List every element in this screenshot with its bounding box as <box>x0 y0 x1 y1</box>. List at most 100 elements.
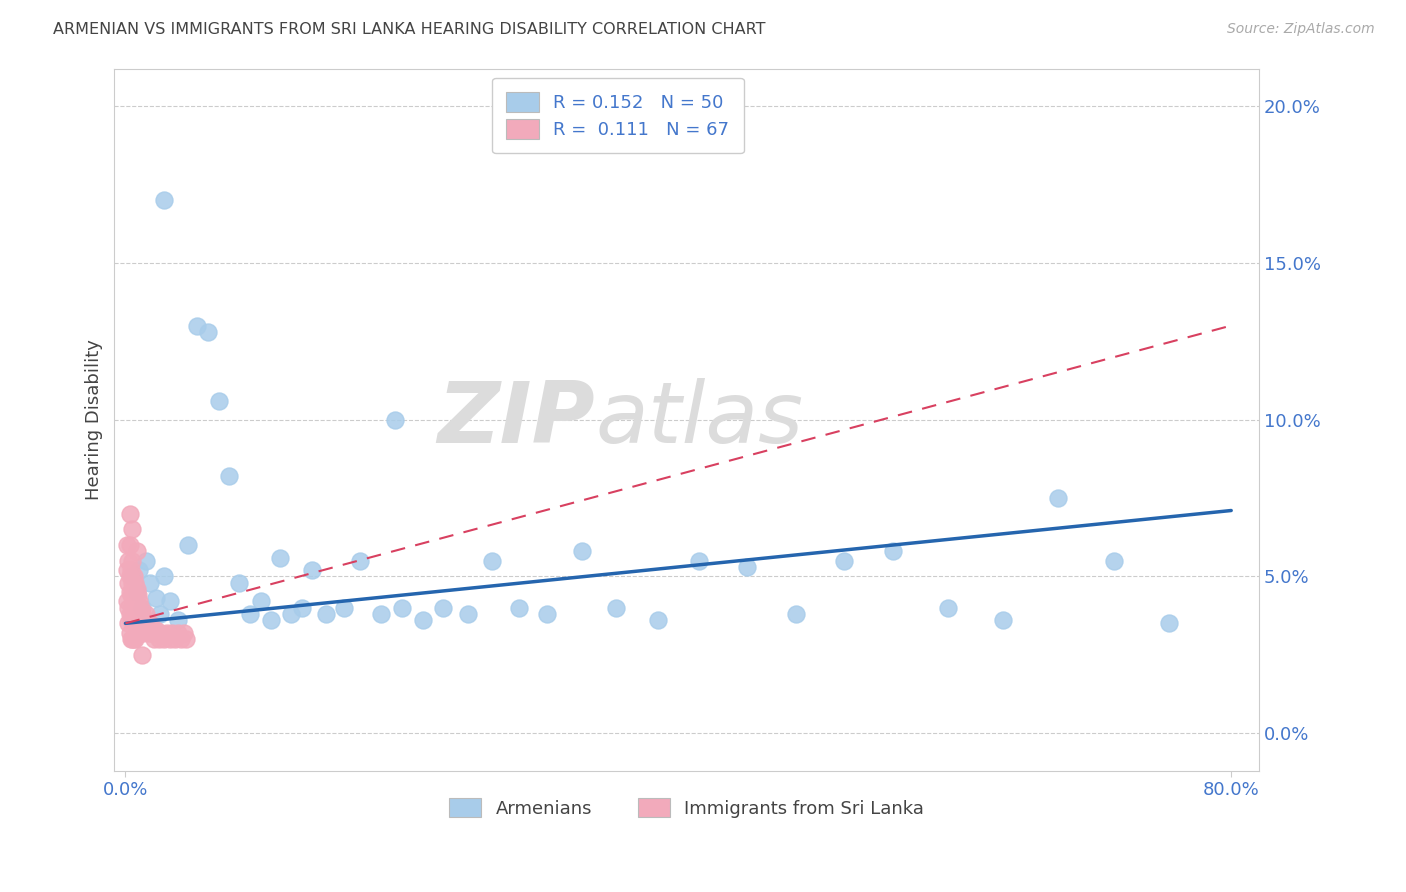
Point <box>391 600 413 615</box>
Point <box>647 613 669 627</box>
Point <box>412 613 434 627</box>
Point <box>127 625 149 640</box>
Point <box>882 544 904 558</box>
Point <box>138 625 160 640</box>
Point <box>118 607 141 621</box>
Y-axis label: Hearing Disability: Hearing Disability <box>86 339 103 500</box>
Text: ARMENIAN VS IMMIGRANTS FROM SRI LANKA HEARING DISABILITY CORRELATION CHART: ARMENIAN VS IMMIGRANTS FROM SRI LANKA HE… <box>53 22 766 37</box>
Point <box>269 550 291 565</box>
Point <box>150 625 173 640</box>
Point <box>125 585 148 599</box>
Point <box>280 607 302 621</box>
Point <box>120 563 142 577</box>
Point <box>536 607 558 621</box>
Point <box>124 613 146 627</box>
Point <box>1047 491 1070 505</box>
Point <box>153 193 176 207</box>
Point <box>121 613 143 627</box>
Point <box>134 616 156 631</box>
Point <box>124 594 146 608</box>
Point <box>120 613 142 627</box>
Point <box>1157 616 1180 631</box>
Point <box>118 538 141 552</box>
Point <box>131 607 153 621</box>
Point <box>131 623 153 637</box>
Point <box>571 544 593 558</box>
Point <box>118 507 141 521</box>
Point <box>117 554 139 568</box>
Point <box>121 575 143 590</box>
Point <box>785 607 807 621</box>
Point <box>173 625 195 640</box>
Point <box>129 600 152 615</box>
Point <box>121 600 143 615</box>
Point <box>481 554 503 568</box>
Point <box>333 600 356 615</box>
Point <box>228 575 250 590</box>
Point <box>135 554 157 568</box>
Point <box>118 569 141 583</box>
Point <box>122 632 145 646</box>
Point <box>132 625 155 640</box>
Text: Source: ZipAtlas.com: Source: ZipAtlas.com <box>1227 22 1375 37</box>
Point <box>239 607 262 621</box>
Point <box>291 600 314 615</box>
Point <box>139 616 162 631</box>
Point <box>139 575 162 590</box>
Point <box>153 569 176 583</box>
Text: ZIP: ZIP <box>437 378 595 461</box>
Point <box>149 607 172 621</box>
Point <box>124 575 146 590</box>
Point <box>121 632 143 646</box>
Point <box>170 632 193 646</box>
Point <box>432 600 454 615</box>
Point <box>115 563 138 577</box>
Point <box>127 607 149 621</box>
Point <box>120 588 142 602</box>
Point <box>122 607 145 621</box>
Point <box>122 569 145 583</box>
Point <box>115 538 138 552</box>
Point <box>936 600 959 615</box>
Point <box>128 594 150 608</box>
Point <box>153 632 176 646</box>
Point <box>167 625 190 640</box>
Legend: Armenians, Immigrants from Sri Lanka: Armenians, Immigrants from Sri Lanka <box>441 790 932 825</box>
Point <box>143 632 166 646</box>
Point <box>115 594 138 608</box>
Point <box>142 623 165 637</box>
Point <box>117 600 139 615</box>
Point <box>125 600 148 615</box>
Point <box>156 625 179 640</box>
Point <box>159 594 181 608</box>
Point <box>145 623 167 637</box>
Point <box>1102 554 1125 568</box>
Point <box>127 588 149 602</box>
Point <box>131 600 153 615</box>
Point <box>167 613 190 627</box>
Point <box>118 625 141 640</box>
Point <box>121 554 143 568</box>
Point <box>165 632 187 646</box>
Point <box>118 585 141 599</box>
Point <box>208 393 231 408</box>
Point <box>125 623 148 637</box>
Point <box>117 575 139 590</box>
Point <box>174 632 197 646</box>
Point <box>132 613 155 627</box>
Point <box>176 538 198 552</box>
Point <box>737 560 759 574</box>
Point <box>832 554 855 568</box>
Point <box>384 412 406 426</box>
Point <box>688 554 710 568</box>
Point <box>122 588 145 602</box>
Point <box>349 554 371 568</box>
Point <box>991 613 1014 627</box>
Point <box>124 632 146 646</box>
Point <box>218 469 240 483</box>
Point <box>250 594 273 608</box>
Point <box>259 613 281 627</box>
Point <box>186 318 208 333</box>
Point <box>129 619 152 633</box>
Point <box>457 607 479 621</box>
